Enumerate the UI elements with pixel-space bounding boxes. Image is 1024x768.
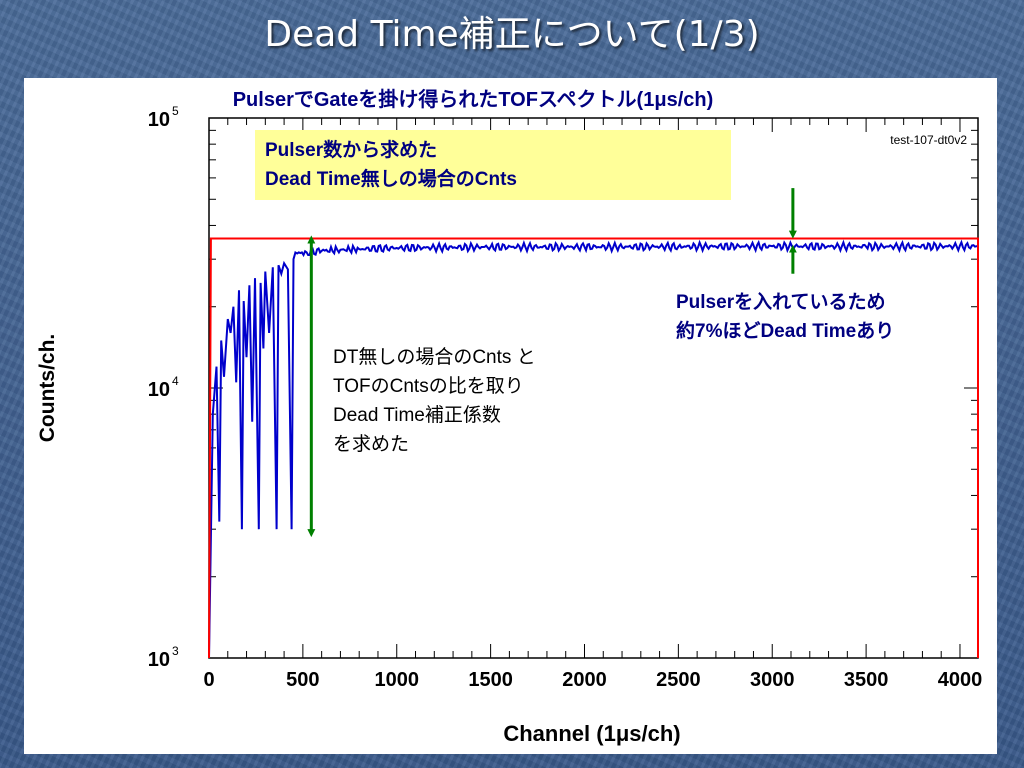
x-tick-label: 2500	[656, 669, 701, 691]
y-tick-label-exponent: 4	[172, 374, 179, 388]
chart-panel: PulserでGateを掛け得られたTOFスペクトル(1μs/ch) test-…	[24, 78, 997, 754]
tof-spectrum-line	[208, 239, 978, 659]
x-tick-label: 0	[203, 669, 214, 691]
y-axis-label: Counts/ch.	[36, 334, 59, 443]
x-axis: 0 500 1000 1500 2000 2500 3000 3500 4000	[203, 118, 982, 691]
chart-title: PulserでGateを掛け得られたTOFスペクトル(1μs/ch)	[233, 87, 714, 111]
x-tick-label: 1000	[374, 669, 419, 691]
y-tick-label: 10	[148, 649, 170, 671]
pulser-note: Pulser数から求めた Dead Time無しの場合のCnts	[265, 136, 517, 194]
x-tick-label: 2000	[562, 669, 607, 691]
x-tick-label: 3500	[844, 669, 889, 691]
series-layer	[208, 237, 979, 659]
dt-note-line-2: TOFのCntsの比を取り	[333, 376, 524, 397]
x-tick-label: 3000	[750, 669, 795, 691]
dt-note: DT無しの場合のCnts と TOFのCntsの比を取り Dead Time補正…	[333, 343, 536, 459]
y-tick-label-exponent: 3	[172, 644, 179, 658]
deadtime-note: Pulserを入れているため 約7%ほどDead Timeあり	[676, 288, 894, 346]
y-tick-label: 10	[148, 109, 170, 131]
x-axis-label: Channel (1μs/ch)	[503, 721, 680, 746]
pulser-note-line-1: Pulser数から求めた	[265, 140, 438, 161]
dt-note-line-3: Dead Time補正係数	[333, 405, 501, 426]
y-tick-label-exponent: 5	[172, 104, 179, 118]
pulser-note-box	[255, 130, 731, 200]
spectrum-plot: PulserでGateを掛け得られたTOFスペクトル(1μs/ch) test-…	[36, 87, 982, 746]
arrow-layer	[307, 188, 797, 538]
x-tick-label: 4000	[938, 669, 983, 691]
x-tick-label: 1500	[468, 669, 513, 691]
deadtime-note-line-2: 約7%ほどDead Timeあり	[676, 321, 895, 342]
dt-note-line-1: DT無しの場合のCnts と	[333, 347, 536, 368]
histogram-name: test-107-dt0v2	[890, 133, 967, 147]
no-deadtime-reference-line	[208, 237, 979, 659]
deadtime-note-line-1: Pulserを入れているため	[676, 292, 886, 313]
x-tick-label: 500	[286, 669, 319, 691]
dt-note-line-4: を求めた	[333, 434, 410, 455]
slide-title: Dead Time補正について(1/3)	[264, 14, 760, 55]
y-tick-label: 10	[148, 379, 170, 401]
pulser-note-line-2: Dead Time無しの場合のCnts	[265, 169, 517, 190]
